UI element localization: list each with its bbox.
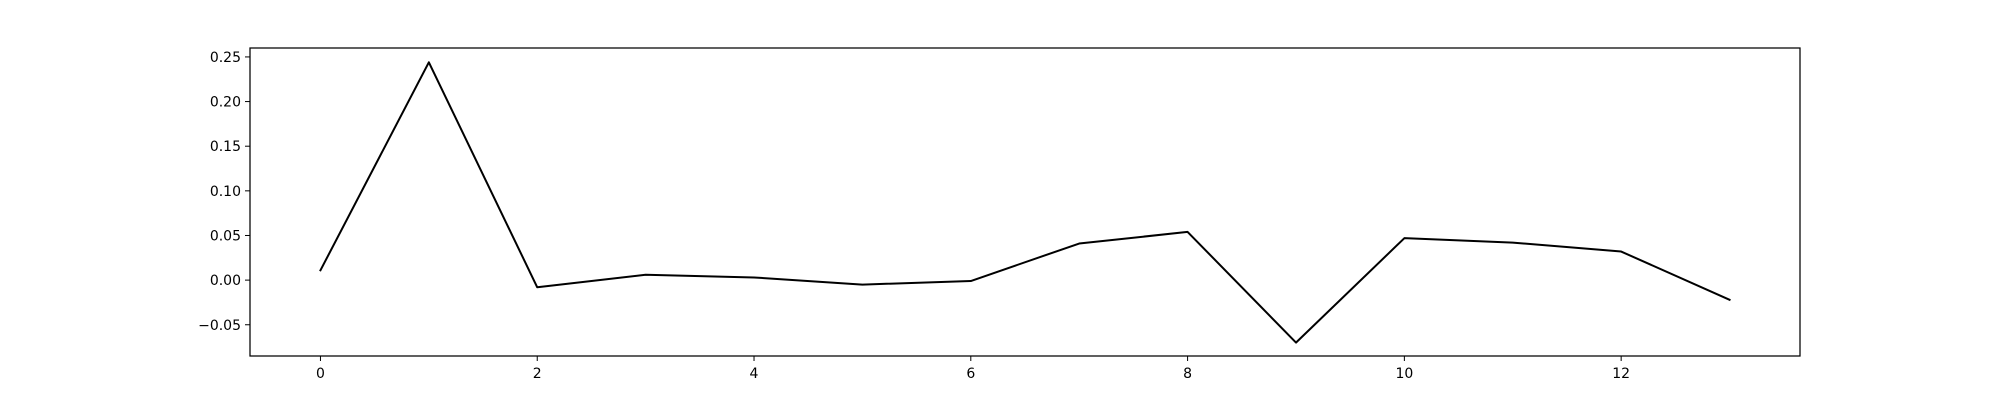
y-tick-label: 0.25 bbox=[210, 50, 241, 66]
y-tick-label: 0.05 bbox=[210, 228, 241, 244]
series-line bbox=[319, 61, 1731, 344]
y-tick-label: 0.20 bbox=[210, 95, 241, 111]
y-tick-label: 0.15 bbox=[210, 139, 241, 155]
y-axis: −0.05 0.00 0.05 0.10 0.15 0.20 0.25 bbox=[198, 50, 250, 334]
x-tick-label: 2 bbox=[533, 366, 542, 382]
x-tick-label: 4 bbox=[750, 366, 759, 382]
x-tick-label: 8 bbox=[1183, 366, 1192, 382]
series-layer bbox=[319, 61, 1731, 344]
y-tick-label: 0.10 bbox=[210, 184, 241, 200]
y-tick-label: 0.00 bbox=[210, 273, 241, 289]
x-tick-label: 10 bbox=[1395, 366, 1413, 382]
y-tick-label: −0.05 bbox=[198, 318, 241, 334]
x-axis: 0 2 4 6 8 10 12 bbox=[316, 356, 1630, 382]
x-tick-label: 12 bbox=[1612, 366, 1630, 382]
x-tick-label: 0 bbox=[316, 366, 325, 382]
x-tick-label: 6 bbox=[966, 366, 975, 382]
plot-frame bbox=[249, 47, 1801, 357]
